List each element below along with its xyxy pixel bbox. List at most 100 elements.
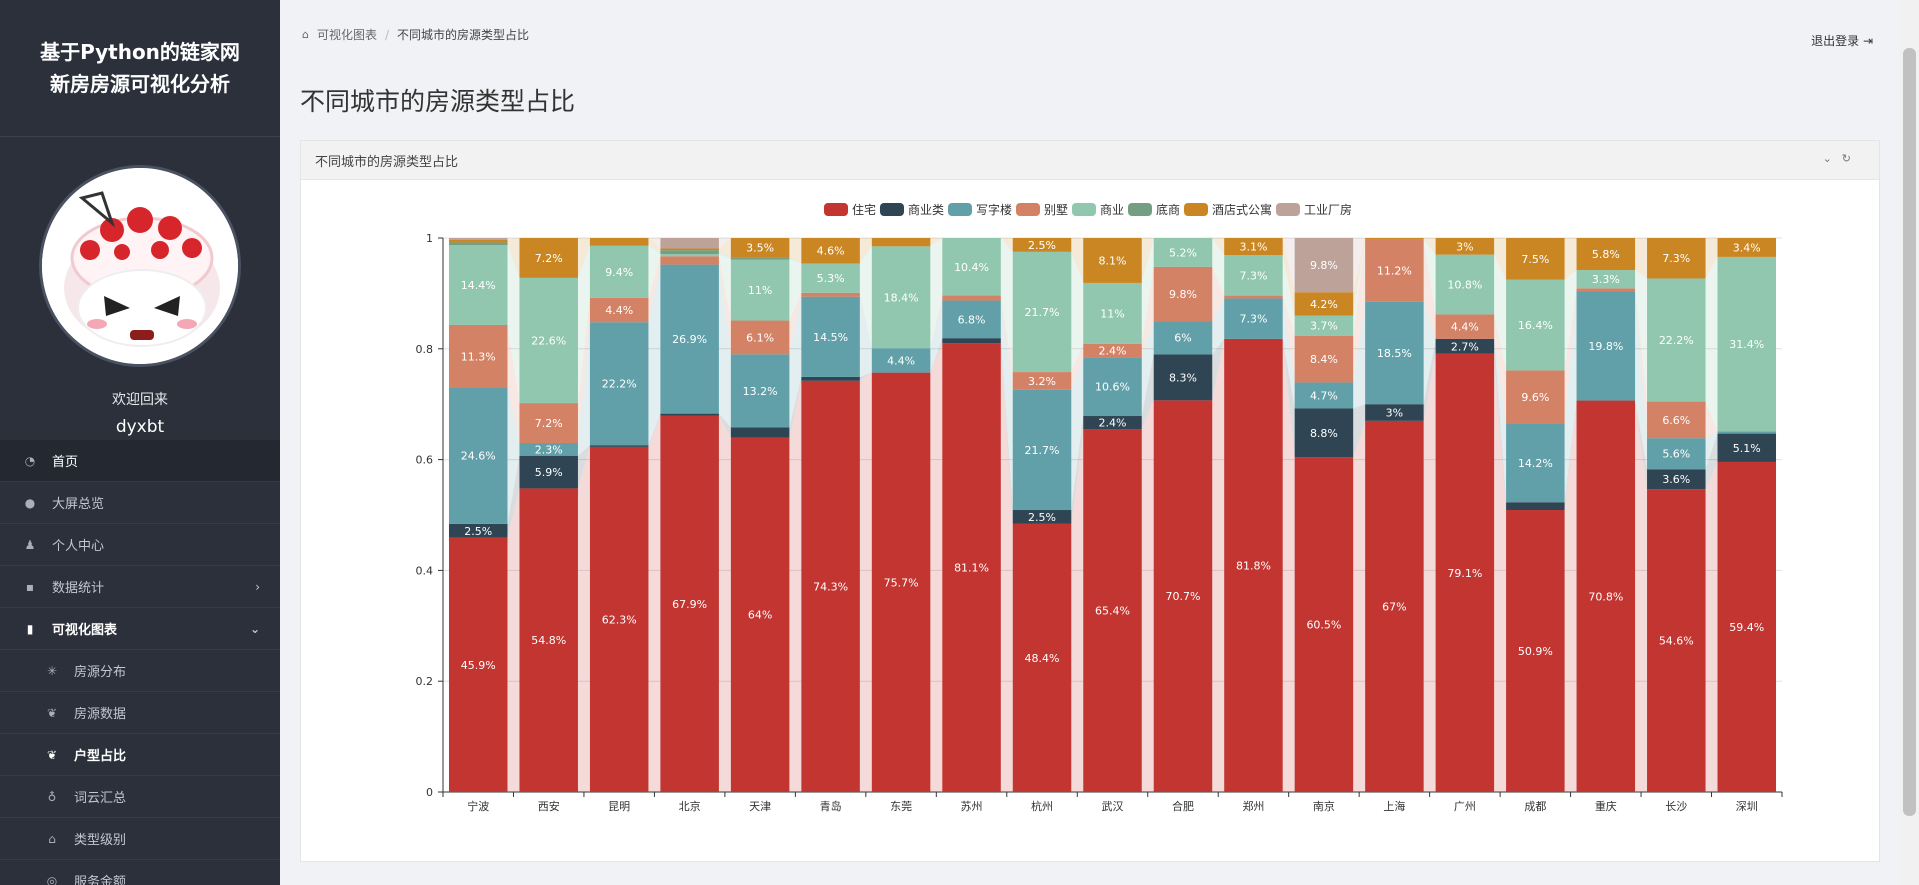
legend-swatch <box>948 203 972 216</box>
data-label: 2.4% <box>1099 417 1127 430</box>
sidebar-item-home[interactable]: ◔ 首页 <box>0 440 280 482</box>
x-tick-label: 昆明 <box>608 800 630 813</box>
sidebar-subitem-distribution[interactable]: ✳ 房源分布 <box>0 650 280 692</box>
bar-segment <box>1294 408 1354 458</box>
bar-segment <box>660 256 719 265</box>
data-label: 6.8% <box>958 313 986 326</box>
bar-segment <box>448 245 508 325</box>
sidebar-subitem-data[interactable]: ❦ 房源数据 <box>0 692 280 734</box>
bar-segment <box>1153 321 1213 355</box>
data-label: 5.8% <box>1592 248 1620 261</box>
grid-icon: ▪ <box>25 579 35 594</box>
bar-segment <box>519 488 578 792</box>
data-label: 21.7% <box>1025 444 1060 457</box>
data-label: 8.3% <box>1169 371 1197 384</box>
breadcrumb-current: 不同城市的房源类型占比 <box>397 28 530 42</box>
logout-button[interactable]: 退出登录 ⇥ <box>1811 32 1873 49</box>
data-label: 59.4% <box>1729 621 1764 634</box>
sidebar-item-label: 数据统计 <box>52 581 105 596</box>
legend-swatch <box>1184 203 1208 216</box>
bar-segment <box>942 300 1001 339</box>
bar-segment <box>1224 298 1283 339</box>
bar-segment <box>1083 429 1142 792</box>
panel-header: 不同城市的房源类型占比 ⌄↻ <box>301 141 1879 180</box>
bar-segment <box>801 292 860 297</box>
sidebar-subitem-ratio[interactable]: ❦ 户型占比 <box>0 734 280 776</box>
data-label: 4.4% <box>605 304 633 317</box>
bar-segment <box>519 277 578 404</box>
data-label: 3.5% <box>746 242 774 255</box>
data-label: 10.6% <box>1095 381 1130 394</box>
bar-segment <box>1012 238 1072 252</box>
sidebar-item-label: 服务金额 <box>74 875 127 885</box>
data-label: 3.6% <box>1662 473 1690 486</box>
data-label: 18.4% <box>884 291 919 304</box>
sidebar-item-label: 词云汇总 <box>74 791 127 806</box>
breadcrumb-home[interactable]: 可视化图表 <box>316 28 377 42</box>
bar-segment <box>448 239 508 243</box>
feather-icon: ❦ <box>46 705 58 720</box>
sidebar-item-big-screen[interactable]: ● 大屏总览 <box>0 482 280 524</box>
bar-segment <box>1224 295 1283 299</box>
sidebar-item-statistics[interactable]: ▪ 数据统计 › <box>0 566 280 608</box>
bar-segment <box>1153 266 1213 322</box>
bar-segment <box>1083 416 1142 430</box>
bar-segment <box>942 295 1001 301</box>
bar-segment <box>871 372 931 792</box>
x-tick-label: 成都 <box>1524 800 1546 813</box>
user-icon: ♟ <box>24 537 36 552</box>
data-label: 67% <box>1382 600 1406 613</box>
bar-segment <box>1717 256 1777 432</box>
scrollbar-thumb[interactable] <box>1903 48 1916 816</box>
bar-segment <box>1576 400 1636 792</box>
bar-segment <box>1435 314 1495 339</box>
collapse-icon[interactable]: ⌄ <box>1822 152 1842 165</box>
data-label: 3% <box>1456 240 1473 253</box>
home-icon[interactable]: ⌂ <box>302 28 309 41</box>
data-label: 70.7% <box>1165 590 1200 603</box>
bar-segment <box>1506 423 1565 503</box>
data-label: 48.4% <box>1025 652 1060 665</box>
bar-segment <box>1435 254 1495 315</box>
data-label: 3.1% <box>1239 241 1267 254</box>
bar-segment <box>1365 404 1424 421</box>
legend-swatch <box>824 203 848 216</box>
data-label: 81.1% <box>954 562 989 575</box>
sidebar-item-charts[interactable]: ▮ 可视化图表 ⌄ <box>0 608 280 650</box>
avatar[interactable] <box>39 165 241 367</box>
sidebar-item-label: 可视化图表 <box>52 623 118 638</box>
data-label: 8.8% <box>1310 427 1338 440</box>
bar-segment <box>589 238 649 246</box>
bar-segment <box>589 297 649 323</box>
data-label: 21.7% <box>1025 306 1060 319</box>
data-label: 26.9% <box>672 333 707 346</box>
bar-segment <box>730 238 790 258</box>
data-label: 50.9% <box>1518 645 1553 658</box>
y-tick-label: 0.4 <box>416 564 434 577</box>
sidebar-item-label: 大屏总览 <box>52 497 105 512</box>
sidebar-subitem-wordcloud[interactable]: ♁ 词云汇总 <box>0 776 280 818</box>
legend-label: 底商 <box>1156 202 1180 217</box>
bar-segment <box>589 445 649 447</box>
data-label: 7.2% <box>535 252 563 265</box>
sidebar-subitem-type-level[interactable]: ⌂ 类型级别 <box>0 818 280 860</box>
circle-icon: ◎ <box>46 873 58 885</box>
bar-segment <box>1717 461 1777 792</box>
x-tick-label: 青岛 <box>820 799 842 813</box>
scrollbar[interactable] <box>1900 0 1919 885</box>
bar-segment <box>1647 278 1706 402</box>
sidebar-item-label: 个人中心 <box>52 539 105 554</box>
bar-segment <box>1647 438 1706 470</box>
data-label: 9.8% <box>1310 259 1338 272</box>
sidebar-subitem-service-amount[interactable]: ◎ 服务金额 <box>0 860 280 885</box>
data-label: 7.3% <box>1662 252 1690 265</box>
data-label: 13.2% <box>743 385 778 398</box>
data-label: 4.4% <box>887 354 915 367</box>
bar-segment <box>1576 238 1636 271</box>
refresh-icon[interactable]: ↻ <box>1841 152 1861 165</box>
bar-segment <box>1153 238 1213 267</box>
bar-segment <box>1647 401 1706 439</box>
chart-panel: 不同城市的房源类型占比 ⌄↻ 0 0.2 0.4 0.6 0.8 1 45.9% 2.5% 24… <box>300 140 1880 862</box>
bar-segment <box>801 263 860 293</box>
sidebar-item-profile[interactable]: ♟ 个人中心 <box>0 524 280 566</box>
